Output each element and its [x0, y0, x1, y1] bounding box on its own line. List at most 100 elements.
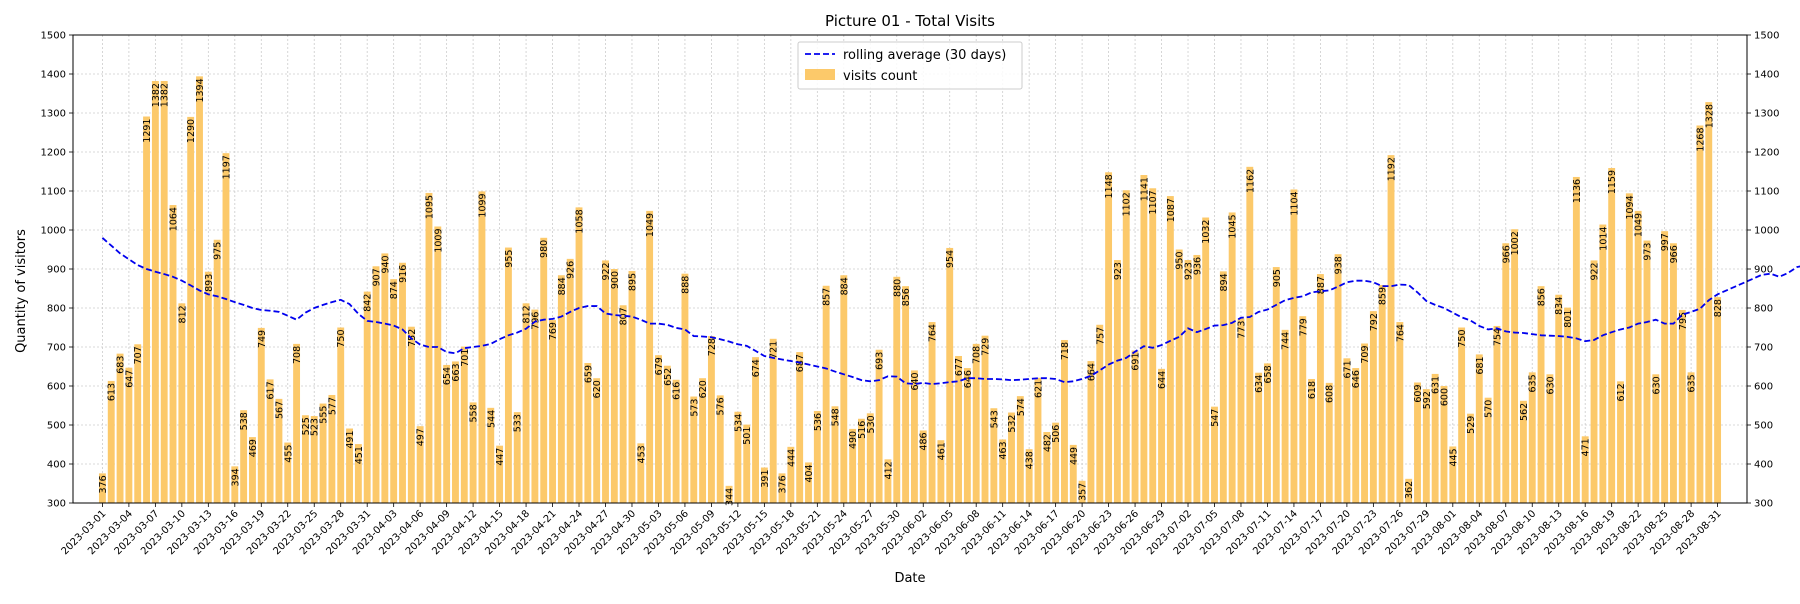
- bar: [884, 459, 892, 503]
- bar: [999, 439, 1007, 503]
- bar: [1166, 196, 1174, 503]
- bar: [813, 410, 821, 503]
- bar: [725, 485, 733, 503]
- bar: [840, 275, 848, 503]
- bar: [1299, 316, 1307, 503]
- bar: [1211, 406, 1218, 503]
- plot-frame: [72, 34, 1748, 504]
- bar: [557, 275, 565, 503]
- bar-value-label: 709: [1360, 345, 1371, 363]
- bar-value-label: 1382: [160, 83, 171, 107]
- bar: [946, 247, 954, 503]
- bar-value-label: 1162: [1245, 169, 1256, 193]
- bar: [752, 357, 759, 503]
- bar-value-label: 900: [610, 271, 621, 289]
- bar-value-label: 376: [778, 475, 789, 493]
- bar: [1334, 254, 1342, 503]
- bar-value-label: 490: [848, 431, 859, 449]
- bar: [213, 239, 221, 503]
- y-tick-label-right: 1200: [1754, 148, 1779, 159]
- bar: [372, 266, 380, 503]
- bar: [249, 437, 256, 503]
- bar-value-label: 621: [1033, 380, 1044, 398]
- y-tick-label-left: 1400: [41, 70, 66, 81]
- bar-value-label: 792: [1369, 313, 1380, 331]
- bar-value-label: 936: [1192, 257, 1203, 275]
- bar: [1378, 284, 1386, 503]
- bar: [1131, 350, 1139, 503]
- bar-value-label: 529: [1466, 416, 1477, 434]
- bar-value-label: 1107: [1148, 190, 1159, 214]
- bar-value-label: 530: [866, 415, 877, 433]
- bar-value-label: 630: [1545, 376, 1556, 394]
- bar-value-label: 1197: [221, 155, 232, 179]
- bar-value-label: 471: [1581, 438, 1592, 456]
- bar-value-label: 609: [1413, 384, 1424, 402]
- bar-value-label: 523: [310, 418, 321, 436]
- bar: [257, 327, 265, 503]
- bar-value-label: 1014: [1598, 227, 1609, 251]
- bar: [328, 394, 336, 503]
- bar-value-label: 573: [689, 399, 700, 417]
- bar: [1696, 125, 1704, 503]
- bar-value-label: 812: [522, 305, 533, 323]
- bar-value-label: 966: [1669, 245, 1680, 263]
- bar: [1175, 249, 1183, 503]
- bar: [381, 253, 389, 503]
- bar: [496, 445, 504, 503]
- bar-value-label: 1032: [1201, 220, 1212, 244]
- bar-value-label: 893: [204, 274, 215, 292]
- bar-value-label: 469: [248, 439, 259, 457]
- bar: [319, 403, 327, 503]
- bar: [266, 379, 274, 503]
- bar: [1193, 254, 1201, 503]
- bar: [990, 408, 998, 503]
- bar: [937, 440, 945, 503]
- bar-value-label: 617: [266, 381, 277, 399]
- bar-value-label: 635: [1687, 374, 1698, 392]
- bar: [805, 462, 812, 503]
- bar: [593, 378, 601, 503]
- bar-value-label: 634: [1254, 375, 1265, 393]
- bar-value-label: 635: [1528, 374, 1539, 392]
- bar-value-label: 547: [1210, 409, 1221, 427]
- bar-value-label: 453: [636, 445, 647, 463]
- bar-value-label: 362: [1404, 481, 1415, 499]
- bar: [831, 406, 839, 503]
- bar: [1264, 363, 1271, 503]
- chart-title: Picture 01 - Total Visits: [825, 12, 995, 30]
- bar: [222, 153, 230, 504]
- bar-value-label: 438: [1025, 451, 1036, 469]
- bar-value-label: 997: [1660, 233, 1671, 251]
- bar-value-label: 501: [742, 427, 753, 445]
- bar: [346, 428, 353, 503]
- bar: [1572, 176, 1580, 503]
- bar-value-label: 1064: [169, 207, 180, 231]
- bar-value-label: 394: [230, 468, 241, 486]
- bar: [460, 346, 468, 503]
- bar: [1087, 361, 1095, 503]
- bar-value-label: 608: [1325, 385, 1336, 403]
- bar-value-label: 769: [548, 322, 559, 340]
- bar-value-label: 1058: [575, 209, 586, 233]
- bar: [1687, 372, 1695, 503]
- bar-value-label: 391: [760, 470, 771, 488]
- bar-value-label: 506: [1051, 425, 1062, 443]
- bar-value-label: 486: [919, 432, 930, 450]
- bar: [1016, 396, 1024, 503]
- bar-value-label: 1094: [1625, 195, 1636, 219]
- bar-value-label: 567: [274, 401, 285, 419]
- y-tick-label-right: 300: [1754, 499, 1773, 510]
- bar: [1034, 377, 1042, 503]
- bar-value-label: 620: [698, 380, 709, 398]
- bar: [1008, 412, 1015, 503]
- bar: [390, 279, 398, 503]
- bar: [1617, 381, 1624, 503]
- bar-value-label: 1328: [1704, 104, 1715, 128]
- bar-value-label: 752: [407, 329, 418, 347]
- bar: [716, 395, 724, 503]
- bar: [1246, 166, 1254, 503]
- bar: [1467, 413, 1474, 503]
- bar: [1281, 329, 1289, 503]
